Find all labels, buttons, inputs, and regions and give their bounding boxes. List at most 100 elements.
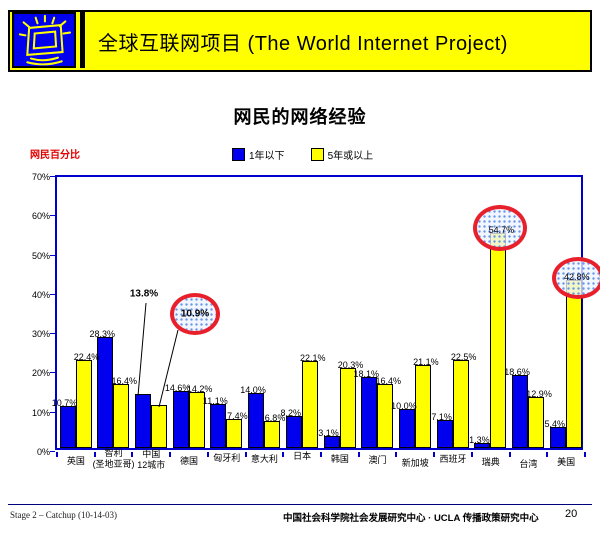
bar	[528, 397, 545, 448]
bar-value-label: 10.0%	[391, 400, 417, 411]
y-tick	[50, 215, 55, 217]
bar	[210, 404, 227, 448]
bar	[97, 336, 114, 448]
x-tick	[282, 452, 285, 457]
bar	[59, 405, 76, 448]
y-tick-label: 10%	[31, 407, 50, 418]
logo-edge-strip	[80, 12, 85, 68]
bar	[113, 383, 130, 448]
legend-swatch-blue	[232, 148, 245, 161]
bar-value-label: 1.3%	[469, 434, 490, 445]
bar	[188, 392, 205, 448]
bar-value-label: 16.4%	[111, 375, 137, 386]
legend-swatch-yellow	[310, 148, 324, 161]
bar-value-label: 7.1%	[431, 412, 452, 423]
bar	[301, 361, 318, 448]
category-label: 英国	[66, 456, 85, 466]
category-label: 美国	[557, 457, 576, 467]
footer-org-label: 中国社会科学院社会发展研究中心 · UCLA 传播政策研究中心	[283, 513, 539, 524]
category-label: 匈牙利	[213, 453, 241, 463]
annotation-circle	[170, 293, 220, 335]
bar	[134, 393, 151, 448]
bar	[436, 420, 453, 448]
footer-stage-label: Stage 2 – Catchup (10-14-03)	[10, 510, 117, 520]
x-tick	[320, 452, 322, 457]
category-label: 台湾	[519, 459, 538, 469]
category-label: 德国	[179, 456, 198, 466]
annotation-circle	[551, 256, 600, 299]
x-tick	[244, 452, 247, 457]
x-tick	[584, 452, 586, 457]
bar-value-label: 10.7%	[51, 397, 78, 408]
circled-value-label: 10.9%	[180, 308, 210, 320]
bar-value-label: 18.6%	[504, 366, 530, 377]
category-label: 日本	[293, 451, 312, 461]
x-tick	[546, 452, 549, 457]
circled-value-label: 42.8%	[564, 271, 590, 282]
leader-lines	[137, 302, 179, 408]
y-tick-label: 60%	[31, 211, 50, 222]
bar	[361, 376, 378, 448]
y-tick	[50, 293, 55, 295]
bar	[512, 374, 529, 448]
x-tick	[169, 452, 172, 457]
bar-value-label: 20.3%	[337, 360, 364, 371]
category-label: 澳门	[368, 455, 387, 465]
bar-value-label: 14.2%	[186, 384, 213, 395]
header-band: 全球互联网项目 (The World Internet Project)	[8, 10, 592, 72]
bar	[226, 418, 243, 448]
bar	[323, 435, 340, 448]
legend-item-5yr-plus: 5年或以上	[310, 147, 374, 162]
category-label: 新加坡	[401, 458, 429, 468]
footer-divider	[8, 504, 592, 505]
monitor-rays-icon	[12, 12, 76, 68]
bar-value-label: 22.5%	[450, 351, 477, 362]
x-tick	[56, 452, 58, 457]
bar	[549, 426, 566, 448]
bar	[452, 359, 469, 448]
x-tick	[357, 452, 360, 457]
bar-value-label: 14.6%	[164, 382, 191, 393]
y-tick-label: 30%	[31, 329, 50, 340]
x-tick	[470, 452, 473, 457]
x-tick	[508, 452, 511, 457]
chart-title: 网民的网络经验	[233, 107, 367, 127]
bar-value-label: 14.0%	[240, 385, 266, 395]
bar-value-label: 11.1%	[202, 396, 228, 407]
x-tick	[93, 452, 96, 457]
leader-line	[158, 329, 179, 408]
bar	[377, 383, 394, 448]
bar	[285, 415, 302, 448]
y-tick	[50, 372, 55, 374]
bar	[75, 360, 92, 448]
y-tick	[50, 254, 55, 256]
legend-item-under-1yr: 1年以下	[232, 147, 285, 162]
x-tick	[131, 452, 134, 457]
y-tick-label: 20%	[31, 368, 50, 379]
y-tick	[50, 451, 55, 452]
legend: 1年以下 5年或以上	[232, 147, 373, 162]
bar	[248, 393, 265, 448]
y-tick	[50, 176, 55, 177]
leader-line	[137, 302, 147, 397]
y-tick-label: 40%	[31, 289, 50, 300]
bar-value-label: 21.1%	[413, 357, 439, 368]
y-axis-title: 网民百分比	[30, 150, 80, 161]
bar-value-label: 16.4%	[375, 375, 401, 386]
legend-label: 1年以下	[249, 151, 285, 162]
bar-value-label: 6.8%	[264, 413, 286, 424]
y-tick-label: 0%	[36, 447, 50, 457]
callout-value-label: 13.8%	[129, 288, 159, 300]
bar-value-label: 18.1%	[353, 368, 379, 379]
bar-value-label: 12.9%	[526, 389, 552, 400]
bar-value-label: 7.4%	[227, 410, 248, 421]
legend-label: 5年或以上	[327, 151, 374, 162]
bar-value-label: 8.2%	[280, 407, 302, 418]
x-tick	[433, 452, 436, 457]
bar	[414, 365, 431, 448]
bar-value-label: 22.1%	[300, 353, 326, 364]
bar-value-label: 3.1%	[318, 427, 339, 438]
circled-value-label: 54.7%	[488, 225, 515, 236]
bar	[339, 368, 356, 448]
